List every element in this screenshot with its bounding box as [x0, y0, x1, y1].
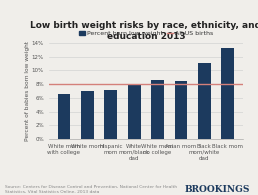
- Bar: [198, 63, 211, 139]
- Text: Source: Centers for Disease Control and Prevention, National Center for Health
S: Source: Centers for Disease Control and …: [5, 185, 177, 194]
- Bar: [104, 90, 117, 139]
- Text: BROOKINGS: BROOKINGS: [185, 185, 250, 194]
- Y-axis label: Percent of babies born low weight: Percent of babies born low weight: [25, 41, 30, 141]
- Bar: [221, 48, 234, 139]
- Legend: Percent born low weight, All US births: Percent born low weight, All US births: [76, 29, 215, 39]
- Bar: [174, 81, 187, 139]
- Title: Low birth weight risks by race, ethnicity, and
education 2013: Low birth weight risks by race, ethnicit…: [30, 20, 258, 41]
- Bar: [128, 84, 141, 139]
- Bar: [58, 94, 70, 139]
- Bar: [151, 80, 164, 139]
- Bar: [81, 91, 94, 139]
